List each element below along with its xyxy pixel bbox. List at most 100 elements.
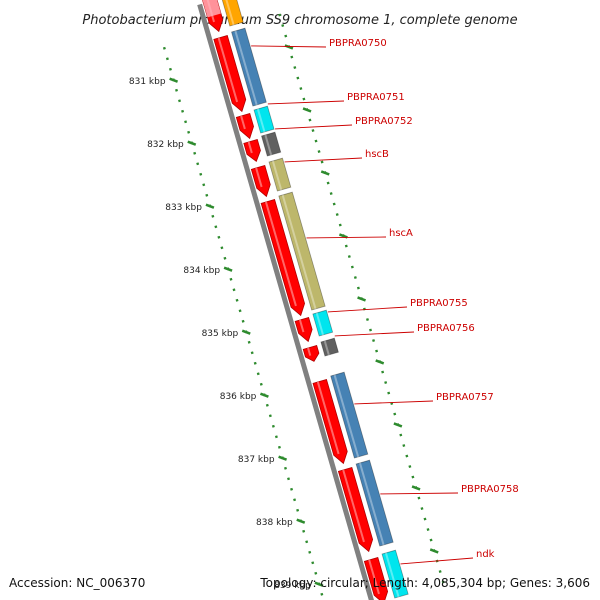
gene-feature-6	[312, 309, 334, 337]
tick-label: 835 kbp	[202, 329, 239, 339]
gene-leader-line	[380, 492, 459, 495]
gene-label: hscA	[389, 228, 413, 239]
ruler-dot	[265, 403, 269, 407]
major-tick	[187, 140, 197, 146]
ruler-dot	[314, 139, 318, 143]
ruler-dot	[344, 244, 348, 248]
major-tick	[259, 392, 269, 398]
ruler-dot	[338, 223, 342, 227]
ruler-dot	[347, 255, 351, 258]
backbone-layer	[197, 3, 374, 600]
ruler-dot	[241, 319, 245, 323]
ruler-dot	[332, 202, 336, 206]
ruler-dot	[211, 214, 215, 218]
ruler-dot	[308, 118, 312, 122]
major-tick	[169, 77, 179, 83]
ruler-dot	[217, 235, 221, 239]
ruler-dot	[205, 193, 209, 197]
gene-leader-line	[400, 557, 474, 565]
cds-arrow-6-highlight	[299, 319, 305, 333]
gene-feature-3	[261, 131, 282, 157]
ruler-dot	[429, 538, 433, 542]
cds-arrow-3-highlight	[247, 141, 253, 154]
gene-feature-9-highlight	[358, 462, 385, 546]
ruler-dot	[384, 381, 388, 384]
ruler-dot	[311, 561, 315, 565]
outer-major-tick	[429, 548, 439, 554]
ruler-dot	[302, 529, 306, 533]
gene-feature-3-highlight	[264, 134, 273, 156]
ruler-dot	[387, 391, 391, 395]
gene-label: hscB	[365, 149, 389, 160]
ruler-dot	[296, 508, 300, 512]
ruler-dot	[259, 382, 263, 386]
cds-arrow-7-highlight	[307, 347, 312, 356]
ruler-dot	[299, 87, 303, 90]
gene-label: PBPRA0757	[436, 392, 494, 403]
ruler-dot	[229, 277, 233, 281]
ruler-dot	[402, 444, 406, 447]
ruler-dot	[202, 183, 206, 187]
ruler-dot	[441, 580, 445, 584]
outer-major-tick	[320, 170, 330, 176]
cds-arrow-7	[302, 344, 320, 362]
ruler-dot	[311, 129, 315, 132]
ruler-dot	[438, 570, 442, 573]
gene-leader-line	[267, 100, 345, 105]
ruler-dot	[369, 328, 372, 332]
tick-label: 831 kbp	[129, 77, 166, 87]
cds-arrow-10-highlight	[368, 559, 380, 595]
cds-arrow-1-highlight	[217, 37, 239, 103]
ruler-dot	[220, 246, 224, 250]
gene-label-layer: PBPRA0750 PBPRA0751 PBPRA0752 hscB hscA PBPRA…	[251, 38, 519, 565]
ruler-dot	[320, 160, 324, 164]
cds-arrow-8-highlight	[316, 381, 340, 455]
cds-arrow-3	[243, 138, 261, 163]
outer-major-tick	[302, 107, 312, 113]
outer-major-tick	[375, 359, 385, 365]
cds-arrow-10	[363, 556, 389, 600]
major-tick	[241, 329, 251, 335]
ruler-dot	[162, 46, 166, 50]
tick-label: 833 kbp	[165, 203, 202, 213]
gene-feature-1	[231, 27, 267, 107]
gene-feature-7	[320, 337, 339, 357]
ruler-dot	[399, 433, 403, 437]
accession-text: Accession: NC_006370	[9, 576, 146, 590]
gene-feature-10	[381, 549, 409, 599]
feature-layer	[202, 0, 409, 600]
ruler-dot	[290, 55, 294, 59]
ruler-dot	[277, 445, 281, 449]
cds-arrow-9-highlight	[342, 469, 365, 543]
major-tick	[223, 266, 233, 272]
ruler-dot	[326, 181, 330, 185]
ruler-dot	[420, 507, 424, 510]
tick-label: 834 kbp	[183, 266, 220, 276]
cds-arrow-4-highlight	[255, 167, 263, 188]
tick-label: 832 kbp	[147, 140, 184, 150]
ruler-dot	[175, 88, 178, 92]
gene-feature-5-highlight	[281, 194, 317, 310]
ruler-dot	[417, 496, 421, 500]
tick-label: 838 kbp	[256, 518, 293, 528]
gene-label: ndk	[476, 549, 495, 560]
cds-arrow-2-highlight	[240, 115, 246, 130]
gene-feature-0	[221, 0, 244, 27]
gene-feature-4-highlight	[271, 160, 283, 191]
ruler-dot	[317, 150, 321, 153]
gene-feature-5	[278, 191, 326, 311]
ruler-dot	[293, 66, 297, 69]
kbp-ruler: 831 kbp 832 kbp 833 kbp 834 kbp 835 kbp 836 k…	[129, 13, 445, 596]
gene-feature-2	[253, 105, 275, 134]
gene-feature-7-highlight	[323, 340, 330, 356]
ruler-dot	[284, 34, 288, 38]
ruler-dot	[408, 465, 412, 468]
tick-label: 836 kbp	[220, 392, 257, 402]
ruler-dot	[199, 172, 203, 176]
gene-feature-2-highlight	[256, 108, 266, 133]
ruler-dot	[223, 256, 227, 260]
gene-leader-line	[284, 157, 363, 163]
ruler-dot	[250, 351, 254, 355]
gene-label: PBPRA0750	[329, 38, 387, 49]
